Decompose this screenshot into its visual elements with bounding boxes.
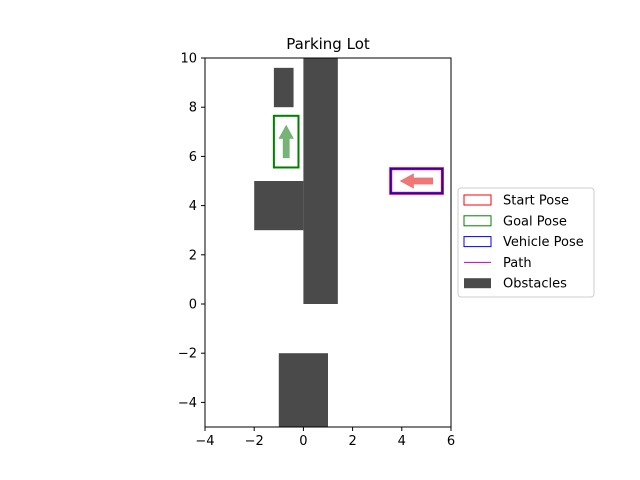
y-tick-label: 8 xyxy=(189,101,197,116)
legend-label-path: Path xyxy=(503,256,532,271)
x-tick-label: 4 xyxy=(398,434,406,449)
y-tick-label: 2 xyxy=(189,248,197,263)
chart-title: Parking Lot xyxy=(286,35,370,53)
obstacle-1 xyxy=(303,58,338,304)
legend-swatch-start xyxy=(463,194,492,206)
obstacle-3 xyxy=(273,67,294,108)
axes-frame xyxy=(204,57,452,428)
x-tick-label: −2 xyxy=(245,434,264,449)
plot-area xyxy=(254,58,444,427)
legend-box xyxy=(457,187,595,298)
start-pose-arrow xyxy=(399,173,434,189)
y-tick-label: 10 xyxy=(180,52,197,67)
y-tick-label: 0 xyxy=(189,298,197,313)
legend-label-start: Start Pose xyxy=(503,194,569,209)
legend-swatch-goal xyxy=(463,215,492,227)
legend-swatch-vehicle xyxy=(463,236,492,248)
axes: −4 −2 0 2 4 6 −4 −2 0 2 4 6 8 10 xyxy=(178,52,455,450)
legend-label-goal: Goal Pose xyxy=(503,214,567,229)
plot-content xyxy=(254,58,444,427)
y-tick-label: 6 xyxy=(189,150,197,165)
x-tick-label: −4 xyxy=(195,434,214,449)
legend-label-vehicle: Vehicle Pose xyxy=(503,235,584,250)
x-tick-label: 6 xyxy=(447,434,455,449)
y-tick-label: −4 xyxy=(178,396,197,411)
obstacle-4 xyxy=(278,353,328,427)
legend: Start Pose Goal Pose Vehicle Pose Path Obsta… xyxy=(457,187,595,298)
legend-swatch-obstacles xyxy=(464,278,491,289)
y-tick-label: 4 xyxy=(189,199,197,214)
goal-pose-box xyxy=(272,114,300,169)
vehicle-pose-box xyxy=(389,167,444,195)
goal-pose-arrow xyxy=(278,124,294,159)
obstacle-2 xyxy=(254,181,304,231)
y-tick-label: −2 xyxy=(178,347,197,362)
x-tick-label: 0 xyxy=(299,434,307,449)
x-tick-label: 2 xyxy=(348,434,356,449)
legend-label-obstacles: Obstacles xyxy=(503,277,567,292)
